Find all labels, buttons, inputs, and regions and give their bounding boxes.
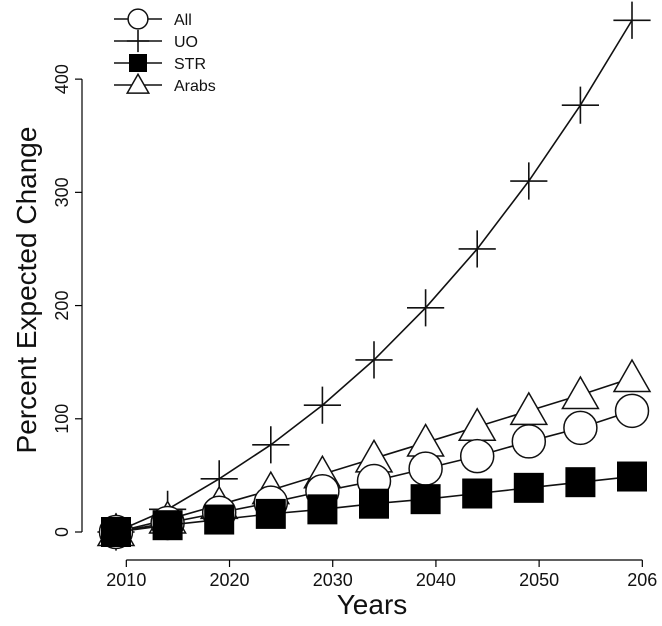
data-point-arabs — [612, 358, 652, 393]
data-point-str — [513, 472, 544, 503]
legend-label: Arabs — [174, 78, 216, 95]
data-point-uo — [355, 341, 393, 379]
legend: All UO STR Arabs — [114, 8, 216, 95]
y-tick-label: 100 — [52, 404, 72, 434]
y-tick-label: 200 — [52, 291, 72, 321]
y-tick-label: 400 — [52, 64, 72, 94]
legend-label: All — [174, 12, 192, 29]
data-point-str — [204, 504, 235, 535]
data-point-arabs — [406, 423, 445, 457]
legend-item-all: All — [114, 8, 192, 30]
legend-marker-arabs — [125, 72, 151, 94]
legend-marker-str — [129, 54, 147, 72]
data-point-all — [511, 424, 547, 459]
data-point-uo — [252, 426, 290, 464]
data-point-str — [462, 478, 493, 509]
data-point-str — [152, 510, 183, 541]
legend-item-uo: UO — [114, 29, 198, 53]
data-point-all — [408, 451, 443, 486]
data-point-uo — [303, 386, 341, 424]
data-point-arabs — [457, 407, 497, 441]
x-axis-title: Years — [337, 589, 408, 620]
x-tick-label: 206 — [627, 570, 657, 590]
data-point-uo — [561, 86, 599, 124]
plot-area — [96, 1, 652, 551]
y-axis-title: Percent Expected Change — [11, 127, 42, 454]
x-tick-label: 2040 — [416, 570, 456, 590]
series-str — [101, 461, 647, 547]
data-point-str — [617, 461, 647, 492]
x-tick-label: 2030 — [313, 570, 353, 590]
data-point-arabs — [561, 375, 600, 410]
y-tick-label: 300 — [52, 177, 72, 207]
data-point-str — [101, 517, 131, 547]
legend-marker-uo — [126, 29, 150, 53]
data-point-str — [565, 467, 596, 498]
y-tick-label: 0 — [52, 527, 72, 537]
x-tick-label: 2020 — [209, 570, 249, 590]
data-point-all — [614, 393, 650, 429]
y-axis-ticks: 0 100 200 300 400 — [52, 64, 82, 537]
data-point-all — [563, 410, 598, 446]
legend-marker-all — [127, 8, 149, 30]
legend-label: UO — [174, 34, 198, 51]
x-tick-label: 2010 — [106, 570, 146, 590]
data-point-uo — [458, 230, 496, 268]
data-point-arabs — [509, 391, 549, 426]
data-point-uo — [613, 1, 651, 39]
data-point-uo — [510, 162, 548, 200]
x-tick-label: 2050 — [519, 570, 559, 590]
legend-item-str: STR — [114, 54, 206, 73]
legend-item-arabs: Arabs — [114, 72, 216, 95]
data-point-all — [459, 438, 495, 474]
x-axis-ticks: 2010 2020 2030 2040 2050 206 — [106, 560, 657, 590]
data-point-str — [307, 494, 338, 525]
data-point-str — [359, 488, 389, 519]
data-point-uo — [407, 289, 445, 327]
data-point-str — [410, 484, 441, 515]
legend-label: STR — [174, 56, 206, 73]
data-point-str — [255, 498, 286, 529]
